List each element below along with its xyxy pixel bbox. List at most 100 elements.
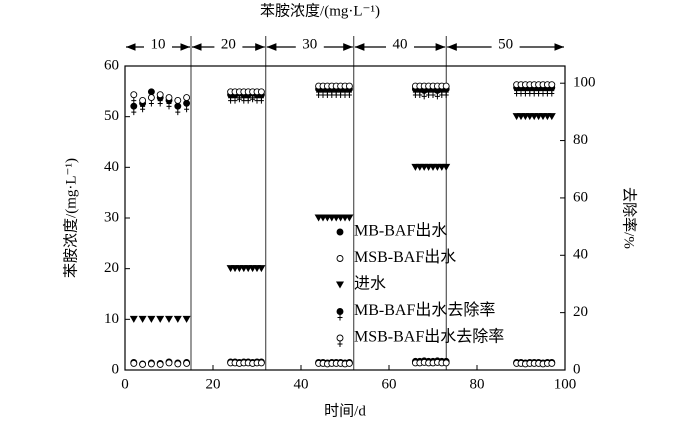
y2-tick-label: 80 bbox=[573, 132, 588, 148]
y-axis-label: 苯胺浓度/(mg·L⁻¹) bbox=[62, 158, 79, 278]
marker-part bbox=[184, 100, 190, 107]
marker-part bbox=[442, 82, 450, 90]
y-tick-label: 10 bbox=[104, 311, 119, 327]
x-tick-label: 60 bbox=[382, 376, 397, 392]
marker-part bbox=[258, 94, 264, 101]
marker-part bbox=[548, 359, 556, 367]
marker-part bbox=[257, 359, 265, 367]
point bbox=[130, 91, 138, 104]
marker-part bbox=[442, 359, 450, 367]
marker-part bbox=[336, 255, 344, 262]
marker-part bbox=[412, 89, 418, 96]
marker-part bbox=[333, 89, 339, 96]
y2-tick-label: 20 bbox=[573, 304, 588, 320]
marker-part bbox=[147, 88, 155, 96]
point bbox=[165, 315, 173, 323]
legend-label: MSB-BAF出水 bbox=[354, 248, 456, 266]
point bbox=[345, 359, 353, 367]
x-axis-label: 时间/d bbox=[324, 402, 366, 419]
marker-part bbox=[165, 359, 173, 367]
marker-part bbox=[544, 87, 550, 94]
marker-part bbox=[245, 94, 251, 101]
marker-part bbox=[183, 359, 191, 367]
marker-part bbox=[174, 360, 182, 368]
phase-label: 50 bbox=[498, 36, 513, 52]
y-tick-label: 0 bbox=[112, 361, 120, 377]
point bbox=[174, 96, 182, 110]
point bbox=[182, 315, 191, 323]
marker-part bbox=[329, 89, 335, 96]
legend-marker bbox=[336, 334, 344, 347]
marker-part bbox=[236, 94, 242, 101]
marker-part bbox=[156, 360, 164, 368]
legend-marker bbox=[336, 255, 344, 262]
legend-marker bbox=[336, 308, 344, 321]
marker-part bbox=[175, 109, 181, 116]
point bbox=[130, 359, 138, 367]
x-tick-label: 80 bbox=[470, 376, 485, 392]
legend-marker bbox=[336, 281, 344, 289]
marker-part bbox=[174, 96, 182, 104]
marker-part bbox=[536, 87, 542, 94]
marker-part bbox=[130, 359, 138, 367]
marker-part bbox=[345, 214, 354, 222]
point bbox=[139, 360, 147, 368]
point bbox=[174, 360, 182, 368]
marker-part bbox=[257, 265, 266, 273]
marker-part bbox=[173, 315, 182, 323]
marker-part bbox=[241, 94, 247, 101]
marker-part bbox=[130, 91, 138, 99]
marker-part bbox=[426, 89, 432, 96]
y2-tick-label: 40 bbox=[573, 247, 588, 263]
marker-part bbox=[182, 315, 191, 323]
marker-part bbox=[324, 89, 330, 96]
point bbox=[147, 360, 155, 368]
marker-part bbox=[139, 96, 147, 104]
point bbox=[548, 359, 556, 367]
y-tick-label: 40 bbox=[104, 159, 119, 175]
marker-part bbox=[345, 82, 353, 90]
y2-axis-label: 去除率/% bbox=[621, 187, 638, 249]
marker-part bbox=[549, 87, 555, 94]
marker-part bbox=[336, 228, 344, 236]
point bbox=[129, 315, 138, 323]
point bbox=[130, 102, 138, 116]
marker-part bbox=[514, 87, 520, 94]
phase-label: 30 bbox=[302, 36, 317, 52]
marker-part bbox=[346, 89, 352, 96]
point bbox=[548, 81, 556, 94]
y-tick-label: 50 bbox=[104, 108, 119, 124]
x-tick-label: 100 bbox=[554, 376, 577, 392]
marker-part bbox=[131, 109, 137, 116]
marker-part bbox=[139, 360, 147, 368]
marker-part bbox=[540, 87, 546, 94]
marker-part bbox=[232, 94, 238, 101]
point bbox=[345, 82, 353, 96]
y-tick-label: 60 bbox=[104, 57, 119, 73]
point bbox=[138, 315, 147, 323]
x-tick-label: 20 bbox=[206, 376, 221, 392]
legend-label: 进水 bbox=[354, 275, 386, 293]
phase-label: 40 bbox=[393, 36, 408, 52]
marker-part bbox=[439, 89, 445, 96]
marker-part bbox=[156, 91, 164, 99]
marker-part bbox=[518, 87, 524, 94]
marker-part bbox=[337, 314, 343, 321]
y2-tick-label: 100 bbox=[573, 75, 596, 91]
marker-part bbox=[320, 89, 326, 96]
legend-label: MSB-BAF出水去除率 bbox=[354, 328, 504, 346]
marker-part bbox=[345, 359, 353, 367]
marker-part bbox=[129, 315, 138, 323]
point bbox=[165, 94, 173, 107]
marker-part bbox=[254, 94, 260, 101]
legend-marker bbox=[336, 228, 344, 236]
marker-part bbox=[257, 88, 265, 96]
marker-part bbox=[316, 89, 322, 96]
marker-part bbox=[166, 100, 172, 107]
point bbox=[173, 315, 182, 323]
marker-part bbox=[522, 87, 528, 94]
marker-part bbox=[547, 113, 556, 121]
y2-tick-label: 0 bbox=[573, 361, 581, 377]
